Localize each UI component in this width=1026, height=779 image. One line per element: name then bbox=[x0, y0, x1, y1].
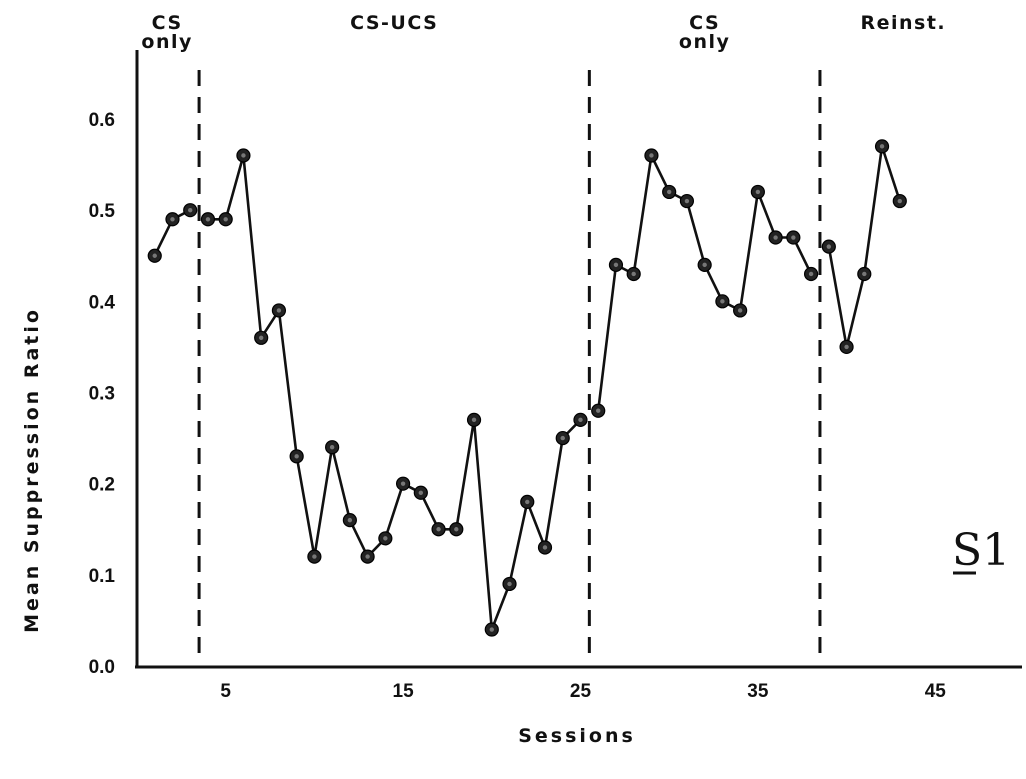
data-point-highlight bbox=[613, 262, 619, 268]
data-point-highlight bbox=[418, 490, 424, 495]
data-point-highlight bbox=[755, 189, 761, 195]
data-point-highlight bbox=[507, 581, 512, 587]
y-axis-title: Mean Suppression Ratio bbox=[21, 307, 43, 633]
data-point-highlight bbox=[489, 627, 494, 632]
y-tick-label: 0.6 bbox=[89, 110, 115, 131]
data-point-highlight bbox=[649, 153, 654, 158]
data-point-highlight bbox=[684, 198, 690, 204]
data-point-highlight bbox=[808, 271, 814, 277]
data-point-highlight bbox=[897, 198, 902, 204]
x-axis-title: Sessions bbox=[518, 725, 636, 747]
series-line bbox=[596, 154, 813, 411]
series-lines bbox=[153, 145, 902, 631]
data-point-highlight bbox=[223, 217, 228, 222]
y-tick-label: 0.2 bbox=[89, 475, 115, 496]
y-tick-label: 0.4 bbox=[89, 292, 116, 313]
data-point-highlight bbox=[383, 536, 388, 541]
phase-label: only bbox=[141, 31, 192, 53]
y-tick-label: 0.3 bbox=[89, 384, 115, 405]
data-point-highlight bbox=[720, 299, 725, 304]
x-tick-label: 35 bbox=[747, 681, 769, 702]
data-point-highlight bbox=[188, 207, 193, 213]
phase-boundaries bbox=[197, 70, 822, 655]
series-points bbox=[147, 139, 907, 637]
data-point-highlight bbox=[578, 417, 583, 423]
phase-label: Reinst. bbox=[860, 12, 946, 34]
series-line bbox=[208, 154, 582, 631]
phase-label: only bbox=[679, 31, 730, 53]
data-point-highlight bbox=[312, 554, 317, 559]
subject-label: S1 bbox=[952, 525, 1010, 576]
data-point-highlight bbox=[862, 271, 867, 277]
data-point-highlight bbox=[826, 244, 832, 249]
x-tick-label: 15 bbox=[393, 681, 415, 702]
data-point-highlight bbox=[276, 308, 282, 313]
x-tick-label: 45 bbox=[925, 681, 947, 702]
data-point-highlight bbox=[205, 217, 211, 222]
data-point-highlight bbox=[400, 481, 406, 486]
data-point-highlight bbox=[542, 545, 548, 550]
data-point-highlight bbox=[471, 417, 477, 423]
data-point-highlight bbox=[560, 435, 565, 441]
subject-annotation: S1 bbox=[952, 525, 1010, 576]
data-point-highlight bbox=[791, 235, 796, 240]
phase-label: CS bbox=[152, 12, 183, 34]
data-point-highlight bbox=[596, 408, 601, 413]
data-point-highlight bbox=[666, 189, 672, 195]
phase-label: CS bbox=[689, 12, 720, 34]
data-point-highlight bbox=[454, 527, 459, 532]
tick-labels: 0.0 0.1 0.2 0.3 0.4 0.5 0.6 5 15 25 35 45 bbox=[89, 110, 947, 702]
data-point-highlight bbox=[258, 335, 264, 340]
data-point-highlight bbox=[525, 499, 530, 505]
data-point-highlight bbox=[844, 344, 849, 350]
y-tick-label: 0.5 bbox=[89, 201, 116, 222]
data-point-highlight bbox=[241, 153, 246, 158]
y-tick-label: 0.0 bbox=[89, 657, 115, 678]
data-point-highlight bbox=[329, 445, 335, 450]
data-point-highlight bbox=[347, 517, 353, 523]
series-line bbox=[827, 145, 902, 349]
x-tick-label: 25 bbox=[570, 681, 592, 702]
data-point-highlight bbox=[436, 527, 441, 532]
data-point-highlight bbox=[365, 554, 370, 559]
data-point-highlight bbox=[737, 308, 743, 313]
data-point-highlight bbox=[170, 217, 175, 222]
x-tick-label: 5 bbox=[220, 681, 231, 702]
axes bbox=[135, 50, 1022, 669]
data-point-highlight bbox=[294, 454, 299, 459]
data-point-highlight bbox=[702, 262, 707, 268]
data-point-highlight bbox=[879, 144, 885, 149]
phase-label: CS-UCS bbox=[350, 12, 438, 34]
data-point-highlight bbox=[773, 235, 778, 240]
data-point-highlight bbox=[631, 271, 636, 277]
data-point-highlight bbox=[152, 253, 157, 258]
y-tick-label: 0.1 bbox=[89, 566, 116, 587]
